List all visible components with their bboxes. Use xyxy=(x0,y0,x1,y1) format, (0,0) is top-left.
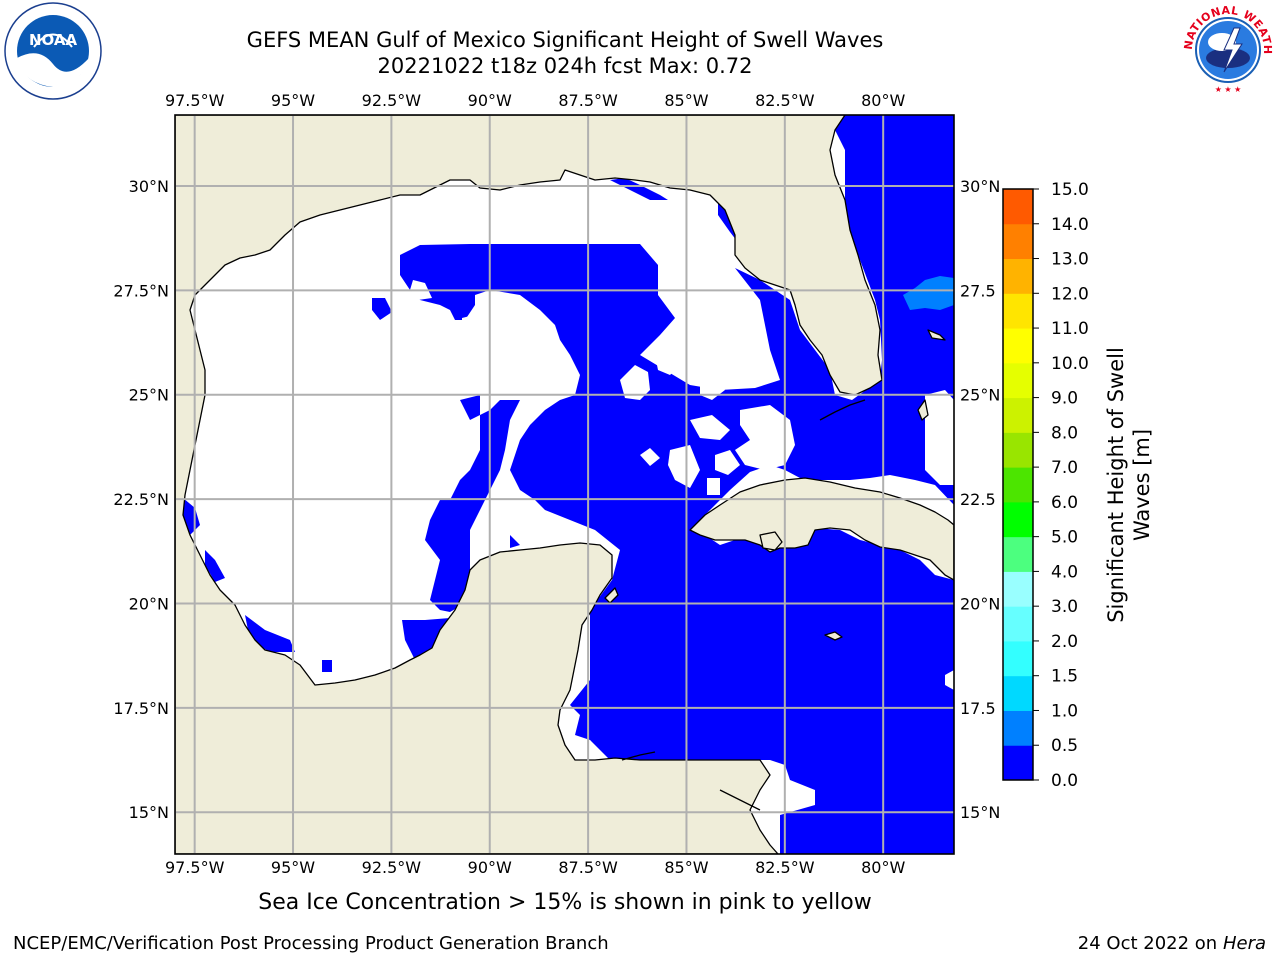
colorbar-tick-label: 0.0 xyxy=(1051,771,1078,791)
colorbar-tick-label: 9.0 xyxy=(1051,389,1078,409)
colorbar-tick-label: 0.5 xyxy=(1051,736,1078,756)
colorbar-segment xyxy=(1003,223,1033,260)
colorbar-segment xyxy=(1003,640,1033,677)
lon-label-bottom: 97.5°W xyxy=(165,858,225,877)
cuba-island xyxy=(689,477,954,581)
nws-logo: NATIONAL WEATHER SERVICE ★ ★ ★ xyxy=(1175,0,1276,98)
lat-label-left: 30°N xyxy=(129,177,169,196)
lat-label-left: 20°N xyxy=(129,594,169,613)
noaa-logo-text: NOAA xyxy=(29,31,78,49)
lon-label-bottom: 82.5°W xyxy=(755,858,815,877)
chart-title: GEFS MEAN Gulf of Mexico Significant Hei… xyxy=(246,28,884,52)
colorbar-tick-label: 15.0 xyxy=(1051,180,1089,200)
latitude-labels-left: 30°N 27.5°N 25°N 22.5°N 20°N 17.5°N 15°N xyxy=(113,177,169,822)
lon-label-bottom: 87.5°W xyxy=(558,858,618,877)
lat-label-right: 25°N xyxy=(960,386,1000,405)
colorbar-tick-label: 11.0 xyxy=(1051,319,1089,339)
colorbar-tick-label: 14.0 xyxy=(1051,215,1089,235)
colorbar-segment xyxy=(1003,189,1033,225)
colorbar-frame xyxy=(1002,188,1034,781)
colorbar-segment xyxy=(1003,606,1033,642)
svg-text:★ ★ ★: ★ ★ ★ xyxy=(1215,85,1242,94)
colorbar-segment xyxy=(1003,328,1033,364)
chart-subtitle: 20221022 t18z 024h fcst Max: 0.72 xyxy=(377,54,753,78)
lon-label-bottom: 90°W xyxy=(468,858,512,877)
lon-label-top: 90°W xyxy=(468,91,512,110)
lon-label-top: 97.5°W xyxy=(165,91,225,110)
colorbar-title-line2: Waves [m] xyxy=(1130,429,1154,541)
land-masses xyxy=(175,115,954,854)
colorbar-tick-label: 1.0 xyxy=(1051,701,1078,721)
lon-label-bottom: 92.5°W xyxy=(362,858,422,877)
lon-label-top: 92.5°W xyxy=(362,91,422,110)
colorbar-tick-label: 1.5 xyxy=(1051,667,1078,687)
colorbar-tick-label: 4.0 xyxy=(1051,562,1078,582)
swell-missing-holes xyxy=(410,280,954,770)
florida-keys xyxy=(819,399,866,421)
lat-label-left: 17.5°N xyxy=(113,699,169,718)
lat-label-right: 17.5 xyxy=(960,699,996,718)
jamaica-island xyxy=(824,631,843,641)
lat-label-left: 27.5°N xyxy=(113,281,169,300)
footer-host: Hera xyxy=(1222,933,1266,954)
colorbar-tick-label: 10.0 xyxy=(1051,354,1089,374)
colorbar-segment xyxy=(1003,467,1033,503)
colorbar-segment xyxy=(1003,258,1033,294)
lat-label-right: 22.5 xyxy=(960,490,996,509)
lon-label-top: 82.5°W xyxy=(755,91,815,110)
bahamas-island xyxy=(917,399,929,421)
lon-label-bottom: 80°W xyxy=(861,858,905,877)
lon-label-top: 95°W xyxy=(271,91,315,110)
colorbar-tick-label: 13.0 xyxy=(1051,250,1089,270)
lat-label-left: 22.5°N xyxy=(113,490,169,509)
noaa-logo: NOAA xyxy=(4,2,102,100)
lon-label-top: 87.5°W xyxy=(558,91,618,110)
colorbar-segment xyxy=(1003,571,1033,607)
lon-label-top: 80°W xyxy=(861,91,905,110)
colorbar-segment xyxy=(1003,675,1033,711)
longitude-labels-top: 97.5°W 95°W 92.5°W 90°W 87.5°W 85°W 82.5°W 80°W xyxy=(165,91,906,110)
lat-label-right: 30°N xyxy=(960,177,1000,196)
colorbar-segment xyxy=(1003,536,1033,572)
colorbar-title-line1: Significant Height of Swell xyxy=(1104,347,1128,623)
colorbar-segment xyxy=(1003,397,1033,433)
map-gridlines xyxy=(175,115,954,854)
lon-label-top: 85°W xyxy=(664,91,708,110)
lat-label-right: 20°N xyxy=(960,594,1000,613)
colorbar-tick-label: 2.0 xyxy=(1051,632,1078,652)
colorbar-tick-label: 3.0 xyxy=(1051,597,1078,617)
lat-label-right: 15°N xyxy=(960,803,1000,822)
colorbar-segment xyxy=(1003,745,1033,781)
lat-label-left: 25°N xyxy=(129,386,169,405)
colorbar-segment xyxy=(1003,710,1033,746)
colorbar-segment xyxy=(1003,293,1033,329)
sea-ice-note: Sea Ice Concentration > 15% is shown in … xyxy=(258,890,872,915)
colorbar-tick-label: 12.0 xyxy=(1051,284,1089,304)
footer-date: 24 Oct 2022 on Hera xyxy=(1078,933,1266,954)
colorbar-tick-label: 5.0 xyxy=(1051,528,1078,548)
colorbar-tick-label: 8.0 xyxy=(1051,423,1078,443)
footer-date-text: 24 Oct 2022 on xyxy=(1077,933,1223,954)
latitude-labels-right: 30°N 27.5 25°N 22.5 20°N 17.5 15°N xyxy=(960,177,1000,822)
colorbar-tick-labels: 0.0 0.5 1.0 1.5 2.0 3.0 4.0 5.0 6.0 7.0 8.0 9.0 10.0… xyxy=(1033,180,1089,791)
longitude-labels-bottom: 97.5°W 95°W 92.5°W 90°W 87.5°W 85°W 82.5°W 80°W xyxy=(165,858,906,877)
colorbar-segment xyxy=(1003,501,1033,538)
map-frame xyxy=(174,114,955,855)
footer-credit: NCEP/EMC/Verification Post Processing Pr… xyxy=(13,933,609,954)
lat-label-left: 15°N xyxy=(129,803,169,822)
lon-label-bottom: 95°W xyxy=(271,858,315,877)
colorbar-segment xyxy=(1003,362,1033,399)
colorbar xyxy=(1002,188,1034,781)
lat-label-right: 27.5 xyxy=(960,281,996,300)
colorbar-tick-label: 7.0 xyxy=(1051,458,1078,478)
colorbar-tick-label: 6.0 xyxy=(1051,493,1078,513)
lon-label-bottom: 85°W xyxy=(664,858,708,877)
colorbar-segment xyxy=(1003,432,1033,468)
isla-juventud xyxy=(759,531,783,551)
